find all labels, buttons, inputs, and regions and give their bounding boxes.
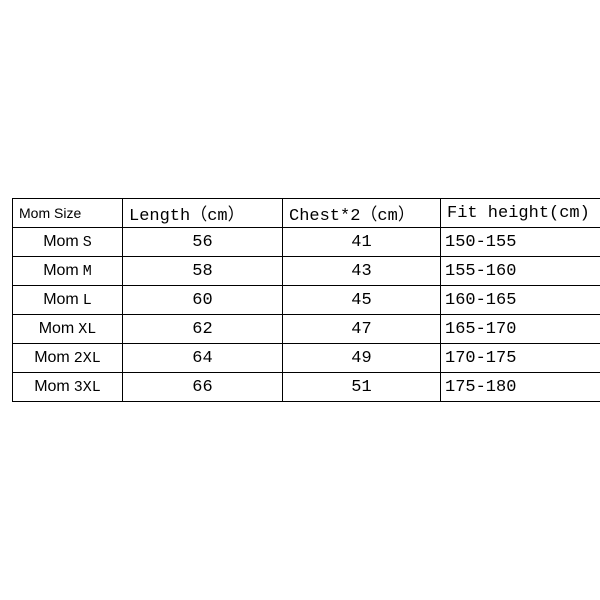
size-suffix: XL [78,321,96,338]
size-suffix: M [83,263,92,280]
cell-length: 64 [123,344,283,373]
cell-fit: 160-165 [441,286,600,315]
cell-chest: 43 [283,257,441,286]
cell-size: MomS [13,228,123,257]
col-header-fit: Fit height(cm) [441,199,600,228]
table-row: MomXL 62 47 165-170 [13,315,600,344]
cell-fit: 165-170 [441,315,600,344]
cell-size: Mom2XL [13,344,123,373]
size-suffix: 2XL [74,350,101,367]
cell-fit: 170-175 [441,344,600,373]
cell-fit: 175-180 [441,373,600,402]
table-row: MomS 56 41 150-155 [13,228,600,257]
cell-chest: 47 [283,315,441,344]
cell-chest: 41 [283,228,441,257]
size-prefix: Mom [43,262,79,279]
table-header-row: Mom Size Length（cm） Chest*2（cm） Fit heig… [13,199,600,228]
size-chart-table: Mom Size Length（cm） Chest*2（cm） Fit heig… [12,198,600,402]
cell-size: Mom3XL [13,373,123,402]
cell-size: MomM [13,257,123,286]
size-prefix: Mom [43,233,79,250]
col-header-size: Mom Size [13,199,123,228]
cell-length: 66 [123,373,283,402]
table-row: Mom3XL 66 51 175-180 [13,373,600,402]
col-header-length: Length（cm） [123,199,283,228]
size-prefix: Mom [43,291,79,308]
cell-length: 60 [123,286,283,315]
size-prefix: Mom [39,320,75,337]
cell-chest: 45 [283,286,441,315]
table-row: MomM 58 43 155-160 [13,257,600,286]
cell-size: MomXL [13,315,123,344]
size-prefix: Mom [34,349,70,366]
cell-fit: 150-155 [441,228,600,257]
cell-length: 58 [123,257,283,286]
size-suffix: L [83,292,92,309]
cell-length: 56 [123,228,283,257]
col-header-chest: Chest*2（cm） [283,199,441,228]
cell-size: MomL [13,286,123,315]
table-row: Mom2XL 64 49 170-175 [13,344,600,373]
size-suffix: S [83,234,92,251]
size-suffix: 3XL [74,379,101,396]
cell-chest: 49 [283,344,441,373]
cell-chest: 51 [283,373,441,402]
cell-fit: 155-160 [441,257,600,286]
table-row: MomL 60 45 160-165 [13,286,600,315]
size-prefix: Mom [34,378,70,395]
size-chart-container: Mom Size Length（cm） Chest*2（cm） Fit heig… [12,198,588,402]
cell-length: 62 [123,315,283,344]
